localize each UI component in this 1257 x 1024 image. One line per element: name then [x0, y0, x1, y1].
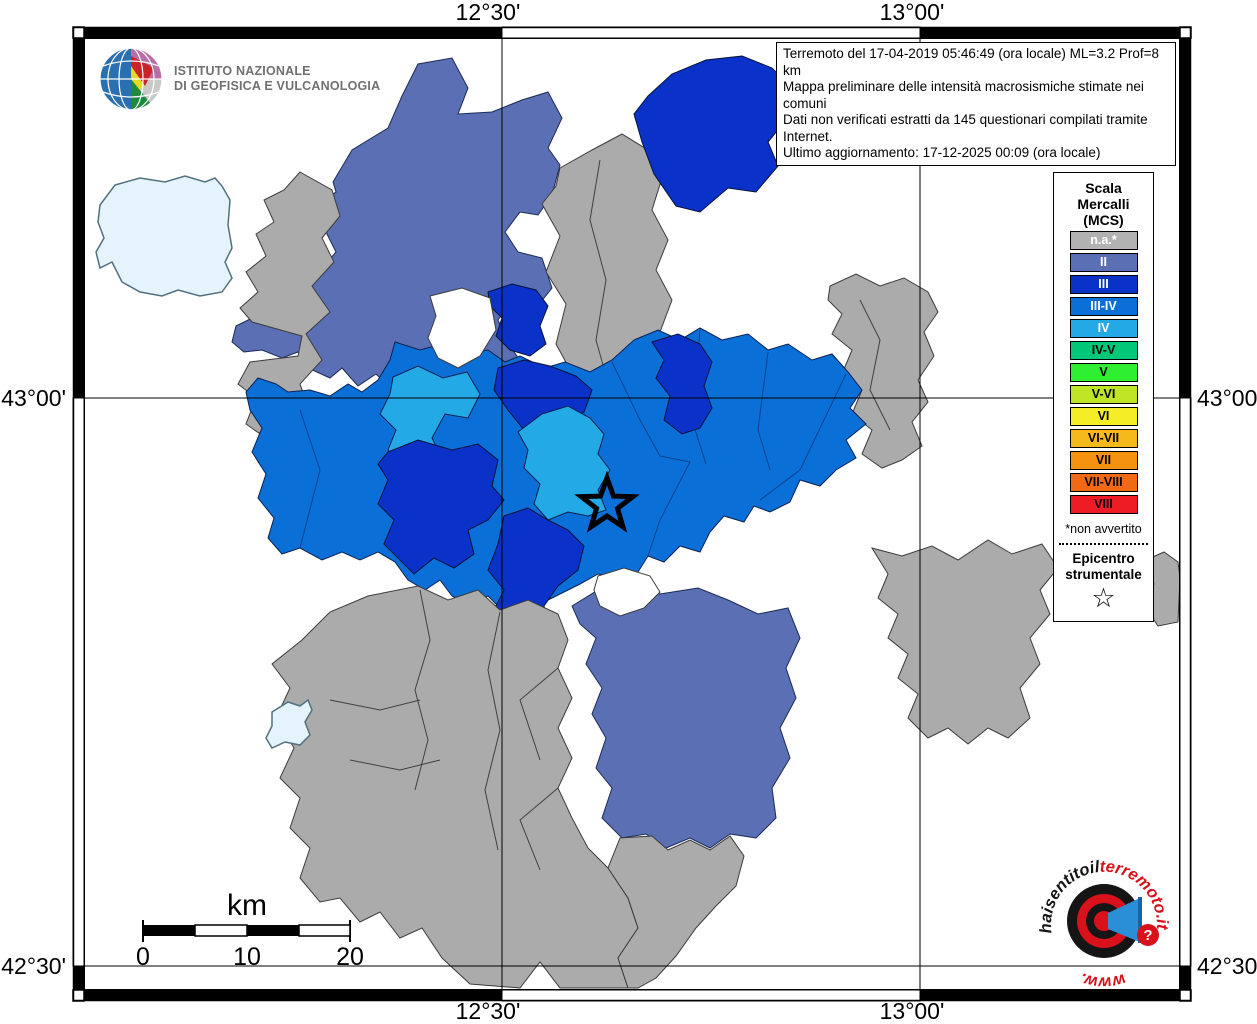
legend-epicenter-label-line1: Epicentro [1072, 551, 1135, 566]
municipal-boundary [757, 351, 771, 471]
epicenter-star-icon: ☆ [1091, 583, 1116, 613]
municipality-III-top-small [487, 283, 549, 357]
legend-title-line3: (MCS) [1083, 212, 1124, 228]
municipal-boundary [414, 589, 431, 791]
legend-item-III: III [1069, 275, 1138, 294]
megaphone-cone-icon [1108, 897, 1142, 943]
axis-top-east: 13°00' [880, 0, 945, 25]
event-info-box: Terremoto del 17-04-2019 05:46:49 (ora l… [776, 42, 1176, 166]
legend-item-VIII: VIII [1069, 495, 1138, 514]
event-info-line2: Mappa preliminare delle intensità macros… [783, 79, 1144, 111]
legend-item-n.a.*: n.a.* [1069, 231, 1138, 250]
legend-item-VI-VII: VI-VII [1069, 429, 1138, 448]
legend-box: Scala Mercalli (MCS) n.a.* II III III-IV IV I… [1053, 172, 1154, 622]
scale-bar: km 0 10 20 [136, 889, 364, 971]
white-gap [593, 567, 661, 617]
municipal-boundary [519, 787, 559, 871]
ingv-name-line2: DI GEOFISICA E VULCANOLOGIA [174, 79, 381, 93]
municipal-boundary [647, 461, 691, 557]
municipal-boundary [519, 667, 559, 761]
legend-item-II: II [1069, 253, 1138, 272]
white-gap [427, 287, 497, 369]
legend-footnote: *non avvertito [1065, 522, 1142, 536]
question-mark-glyph: ? [1143, 927, 1152, 944]
municipal-boundary [759, 373, 847, 501]
legend-item-VI: VI [1069, 407, 1138, 426]
map-frame [72, 26, 1192, 1002]
legend-item-III-IV: III-IV [1069, 297, 1138, 316]
lake-small [265, 698, 313, 749]
municipal-boundary [349, 759, 441, 771]
municipality-na-eastsouth [870, 539, 1059, 745]
municipality-IV-epicentral [517, 405, 611, 521]
legend-separator [1059, 543, 1148, 545]
legend-title-line1: Scala [1085, 180, 1122, 196]
scale-tick-0: 0 [136, 943, 150, 971]
haisentitoilterremoto-logo: ? haisentitoilterremoto.it www. [1028, 845, 1180, 997]
legend-item-V-VI: V-VI [1069, 385, 1138, 404]
legend-title-line2: Mercalli [1077, 196, 1130, 212]
ingv-globe-icon [99, 47, 163, 111]
municipal-boundary [484, 611, 501, 851]
event-info-line4: Ultimo aggiornamento: 17-12-2025 00:09 (… [783, 145, 1101, 160]
axis-right-south: 42°30' [1197, 953, 1257, 979]
axis-left-north: 43°00' [1, 385, 66, 411]
legend-item-VII: VII [1069, 451, 1138, 470]
municipality-II-southeast [571, 583, 801, 849]
legend-epicenter-label-line2: strumentale [1065, 567, 1142, 582]
municipalities-layer [95, 55, 1180, 989]
lake-trasimeno [95, 175, 233, 297]
event-info-line1: Terremoto del 17-04-2019 05:46:49 (ora l… [783, 46, 1159, 78]
watermark-www-text: www. [1077, 969, 1128, 991]
scale-tick-20: 20 [336, 943, 364, 971]
municipal-boundary [859, 299, 891, 431]
municipality-na-south-tail [607, 835, 745, 989]
municipality-III-northeast [633, 55, 793, 213]
graticule [84, 38, 1180, 990]
legend-items: n.a.* II III III-IV IV IV-V V V-VI VI VI-VII VII VI… [1054, 231, 1153, 514]
ingv-name-line1: ISTITUTO NAZIONALE [174, 64, 311, 78]
watermark-svg: ? haisentitoilterremoto.it www. [1037, 858, 1171, 992]
legend-item-VII-VIII: VII-VIII [1069, 473, 1138, 492]
municipal-boundary [299, 409, 321, 549]
municipality-III-east-wedge [651, 333, 713, 435]
event-info-line3: Dati non verificati estratti da 145 ques… [783, 112, 1148, 144]
ingv-logo: ISTITUTO NAZIONALE DI GEOFISICA E VULCAN… [98, 46, 380, 112]
axis-bottom-west: 12°30' [456, 998, 521, 1024]
axis-top-west: 12°30' [456, 0, 521, 25]
legend-item-IV: IV [1069, 319, 1138, 338]
axis-left-south: 42°30' [1, 953, 66, 979]
scale-unit-label: km [227, 889, 267, 922]
municipal-boundary [329, 699, 421, 711]
scale-tick-10: 10 [233, 943, 261, 971]
municipal-boundary [589, 159, 611, 391]
municipality-na-midright [827, 273, 939, 469]
epicenter-star [574, 470, 640, 533]
axis-right-north: 43°00' [1197, 385, 1257, 411]
municipality-III-left [377, 439, 505, 575]
legend-item-IV-V: IV-V [1069, 341, 1138, 360]
question-badge [1137, 924, 1159, 946]
axis-bottom-east: 13°00' [880, 998, 945, 1024]
legend-item-V: V [1069, 363, 1138, 382]
municipal-boundary [611, 361, 691, 463]
